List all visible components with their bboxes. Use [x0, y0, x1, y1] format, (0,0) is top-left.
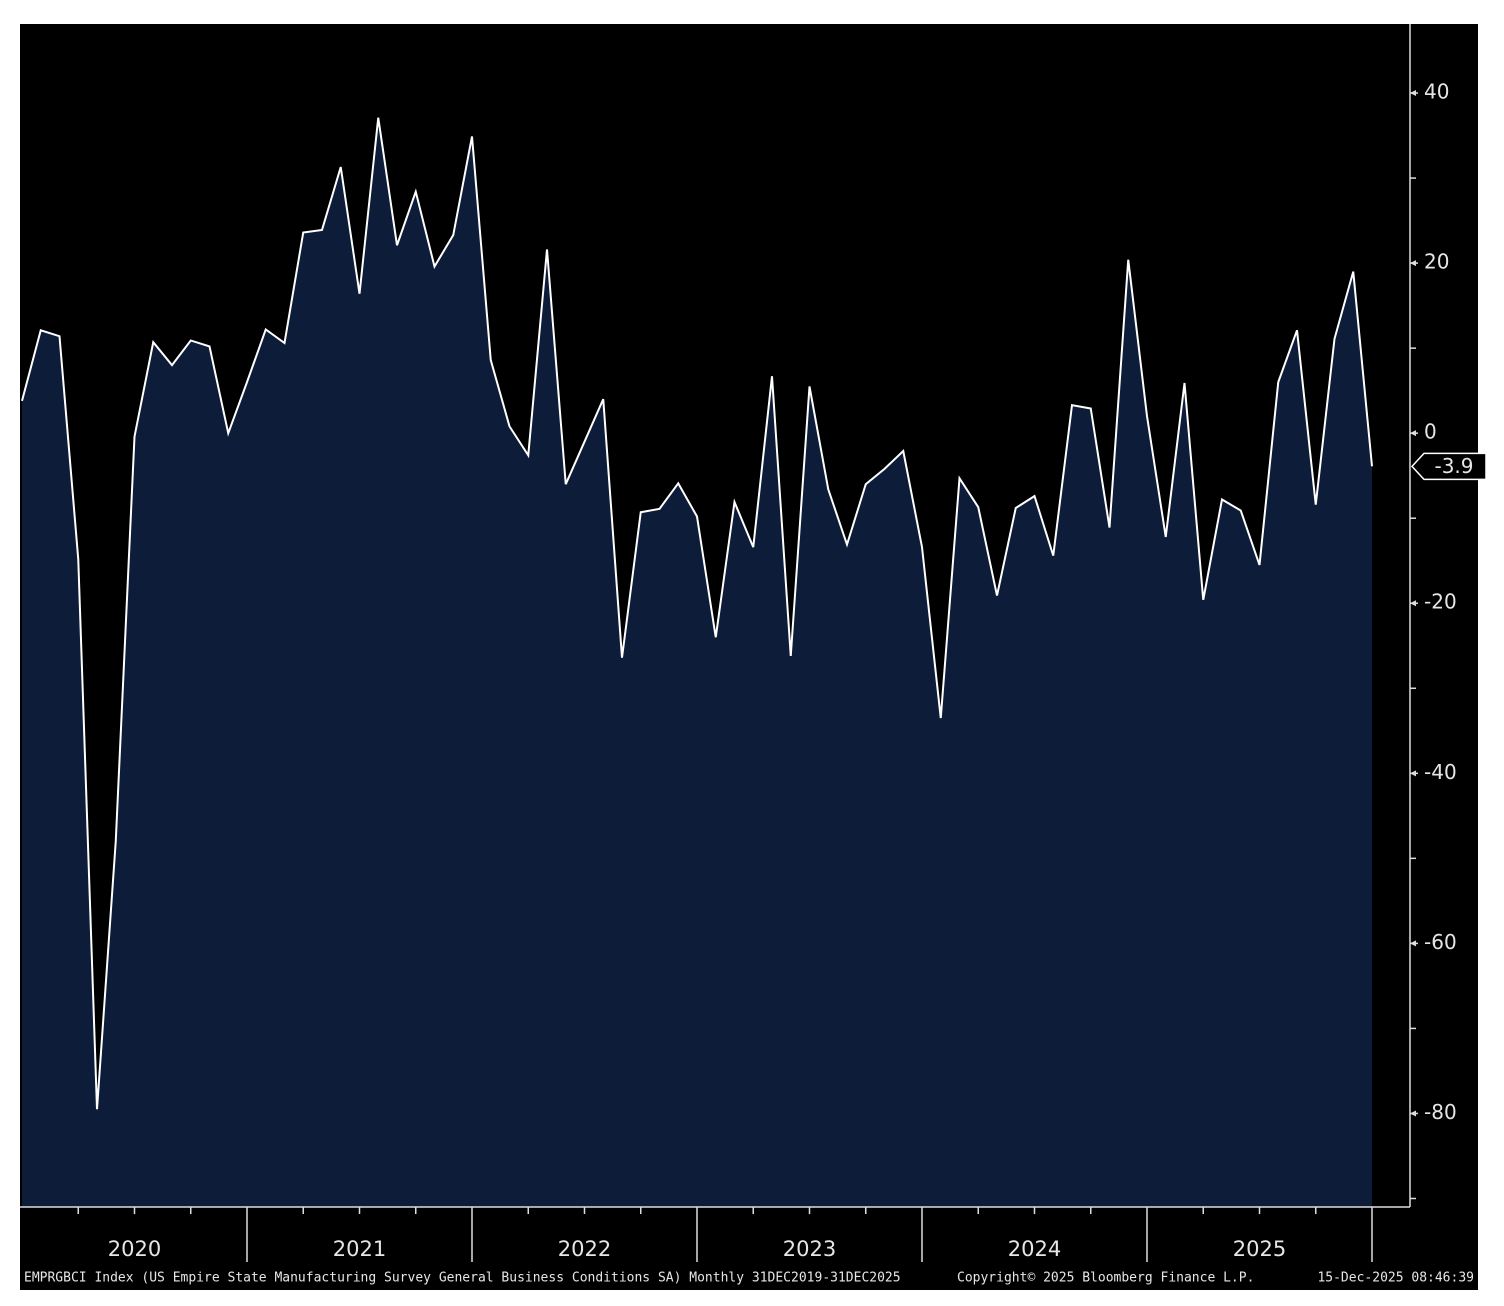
- y-tick-arrow: [1410, 1110, 1416, 1117]
- area: [22, 117, 1372, 1207]
- y-tick-label: 0: [1424, 420, 1437, 444]
- y-tick-arrow: [1410, 940, 1416, 947]
- footer-source: EMPRGBCI Index (US Empire State Manufact…: [24, 1271, 901, 1286]
- y-tick-label: 20: [1424, 250, 1449, 274]
- footer-copyright: Copyright© 2025 Bloomberg Finance L.P.: [957, 1271, 1254, 1286]
- y-tick-label: 40: [1424, 80, 1449, 104]
- last-value-box: [1410, 452, 1487, 481]
- y-tick-arrow: [1410, 770, 1416, 777]
- x-tick-label: 2021: [333, 1237, 386, 1261]
- x-tick-label: 2023: [783, 1237, 836, 1261]
- last-value-label: -3.9: [1434, 454, 1473, 478]
- y-tick-arrow: [1410, 260, 1416, 267]
- line: [21, 117, 1373, 1110]
- y-tick-label: -20: [1424, 590, 1457, 614]
- x-tick-label: 2024: [1008, 1237, 1061, 1261]
- y-tick-label: -60: [1424, 930, 1457, 954]
- x-tick-label: 2022: [558, 1237, 611, 1261]
- x-tick-label: 2020: [108, 1237, 161, 1261]
- y-tick-label: -40: [1424, 760, 1457, 784]
- y-tick-arrow: [1410, 90, 1416, 97]
- x-tick-label: 2025: [1233, 1237, 1286, 1261]
- y-tick-label: -80: [1424, 1100, 1457, 1124]
- y-tick-arrow: [1410, 600, 1416, 607]
- y-tick-arrow: [1410, 430, 1416, 437]
- footer-date: 15-Dec-2025 08:46:39: [1317, 1271, 1474, 1286]
